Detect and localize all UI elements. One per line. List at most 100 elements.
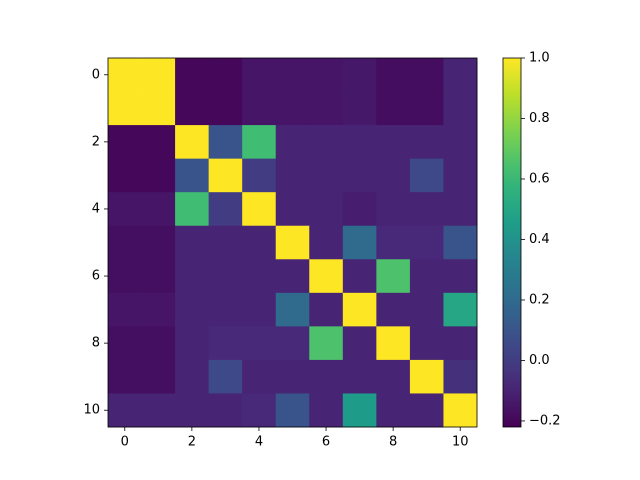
heatmap-cell [175,91,210,126]
heatmap-cell [443,326,478,361]
heatmap-cell [309,393,344,428]
heatmap-cell [175,259,210,294]
heatmap-cell [208,192,243,227]
colorbar-tick-label: 0.8 [529,111,550,126]
heatmap-cell [409,292,444,327]
y-tick-label: 2 [92,134,100,149]
heatmap-cell [443,292,478,327]
heatmap-cell [208,158,243,193]
heatmap-cell [275,91,310,126]
heatmap-cell [175,359,210,394]
heatmap-cell [342,91,377,126]
heatmap-cell [376,292,411,327]
heatmap-cell [275,158,310,193]
heatmap-cell [108,393,142,428]
heatmap-cell [175,393,210,428]
heatmap-cell [175,326,210,361]
heatmap-cell [141,158,176,193]
heatmap-cell [409,326,444,361]
heatmap-cell [309,125,344,160]
heatmap-cell [409,91,444,126]
heatmap-cell [108,58,142,92]
heatmap-cell [242,393,277,428]
colorbar-tick-label: −0.2 [529,413,561,428]
heatmap-cell [108,292,142,327]
colorbar-tick-label: 0.4 [529,232,550,247]
heatmap-cell [108,259,142,294]
heatmap-cell [342,158,377,193]
colorbar-tick-label: 0.0 [529,353,550,368]
heatmap-cell [175,58,210,92]
heatmap-cell [242,326,277,361]
heatmap-cell [108,125,142,160]
heatmap-cell [443,158,478,193]
heatmap-cell [376,393,411,428]
y-tick-label: 0 [92,67,100,82]
heatmap-cell [409,259,444,294]
heatmap-cell [342,292,377,327]
heatmap-cell [443,225,478,260]
heatmap-cell [376,326,411,361]
heatmap-cell [208,326,243,361]
heatmap-cell [141,192,176,227]
x-tick-label: 0 [121,435,129,450]
heatmap-cell [443,91,478,126]
heatmap-cell [141,91,176,126]
heatmap-cell [376,158,411,193]
heatmap-cell [376,58,411,92]
heatmap-cell [108,192,142,227]
heatmap-cell [208,292,243,327]
heatmap-cell [309,225,344,260]
heatmap-cell [309,259,344,294]
heatmap-cell [141,125,176,160]
heatmap-cell [175,125,210,160]
x-tick-label: 8 [389,435,397,450]
heatmap-cell [242,192,277,227]
heatmap-cell [275,125,310,160]
heatmap-cell [242,158,277,193]
heatmap-cell [342,326,377,361]
heatmap-cell [342,259,377,294]
heatmap-cell [409,158,444,193]
heatmap-cell [141,259,176,294]
heatmap-cell [141,359,176,394]
heatmap-cell [342,225,377,260]
heatmap-cell [342,393,377,428]
heatmap-cell [141,225,176,260]
heatmap-cell [443,359,478,394]
colorbar-tick-label: 0.2 [529,292,550,307]
heatmap-cell [275,292,310,327]
heatmap-cell [208,125,243,160]
heatmap-cell [208,359,243,394]
heatmap-cell [443,192,478,227]
y-tick-label: 4 [92,201,100,216]
heatmap-cell [208,259,243,294]
colorbar-tick-label: 0.6 [529,171,550,186]
heatmap-cell [376,259,411,294]
y-tick-label: 6 [92,269,100,284]
colorbar [502,57,522,428]
heatmap-cell [409,192,444,227]
heatmap-cell [141,393,176,428]
x-tick-label: 4 [255,435,263,450]
heatmap-cell [275,192,310,227]
heatmap-cell [208,91,243,126]
x-tick-label: 6 [322,435,330,450]
heatmap-cell [342,359,377,394]
heatmap-cell [409,359,444,394]
heatmap-cell [309,158,344,193]
heatmap-cell [376,359,411,394]
heatmap-cell [108,158,142,193]
plot-frame [107,57,478,428]
heatmap-cell [309,326,344,361]
y-tick-label: 10 [83,403,100,418]
heatmap-cell [275,393,310,428]
heatmap-cell [141,326,176,361]
heatmap-cell [342,58,377,92]
heatmap-cell [275,326,310,361]
heatmap-cell [309,91,344,126]
heatmap-cell [175,292,210,327]
heatmap-cell [242,91,277,126]
